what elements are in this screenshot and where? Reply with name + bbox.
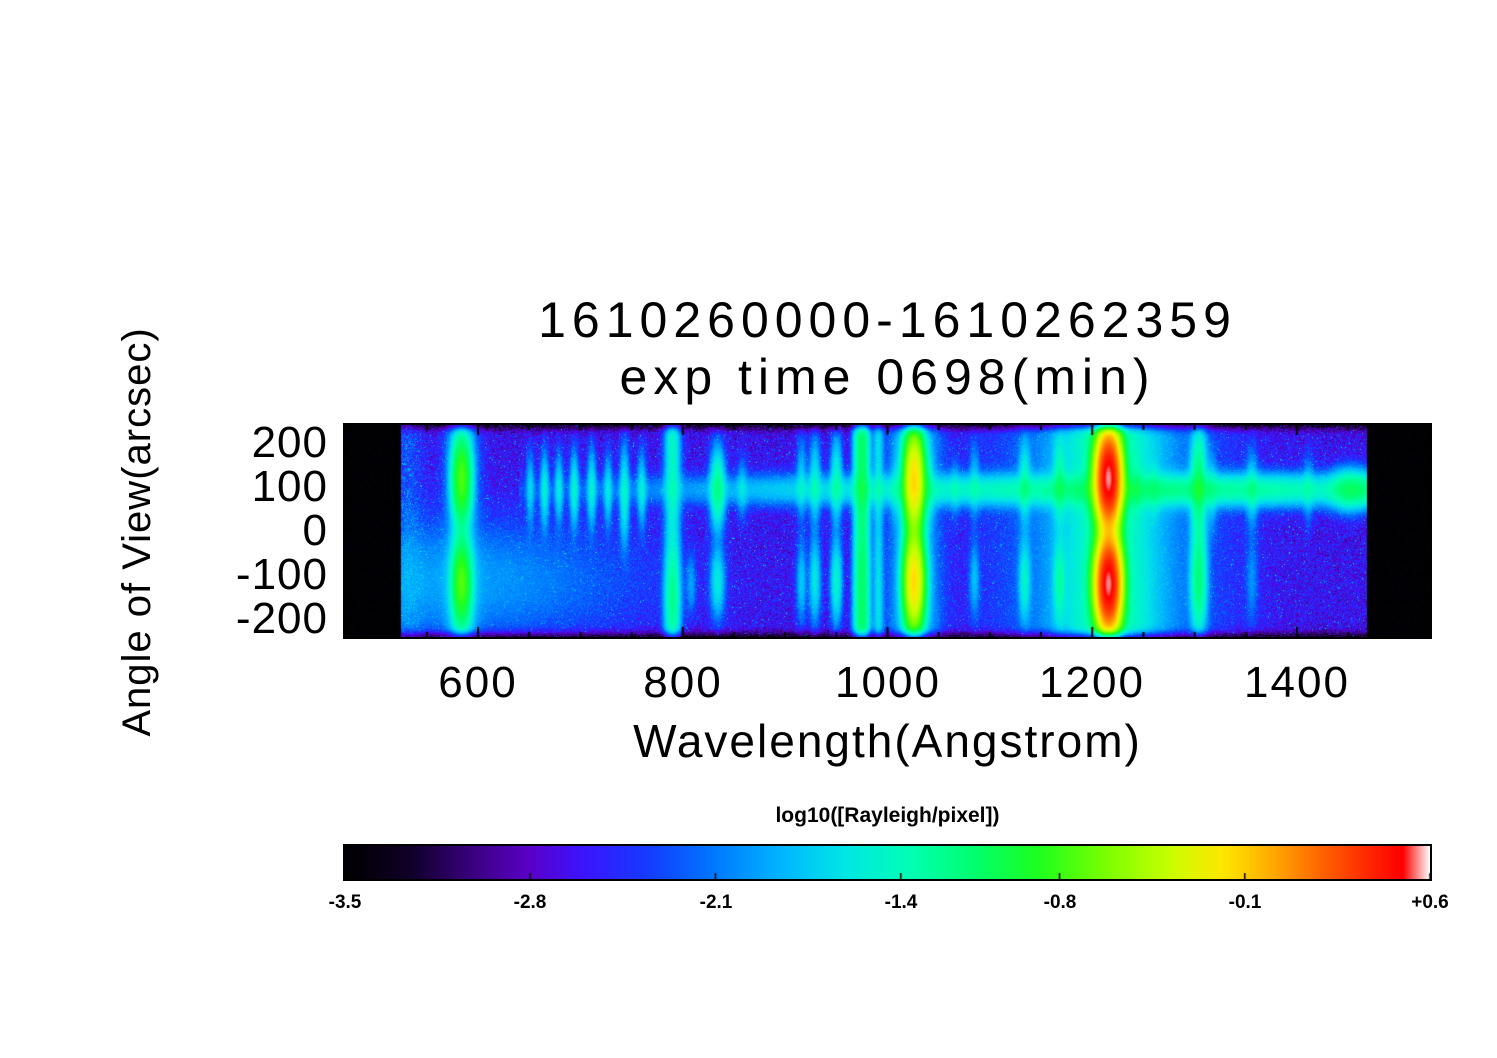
x-tick-label-1200: 1200	[1039, 658, 1145, 707]
plot-title-line1: 1610260000-1610262359	[538, 292, 1237, 348]
spectrogram-canvas	[343, 423, 1432, 639]
plot-title-line2: exp time 0698(min)	[619, 349, 1156, 405]
y-tick-label-200: 200	[251, 418, 328, 467]
y-tick-label-m100: -100	[235, 550, 328, 599]
y-tick-label-100: 100	[251, 462, 328, 511]
colorbar-title: log10([Rayleigh/pixel])	[775, 804, 1000, 827]
colorbar-tick-m0p8: -0.8	[1043, 892, 1077, 913]
x-axis-title: Wavelength(Angstrom)	[633, 715, 1142, 767]
x-tick-label-1400: 1400	[1244, 658, 1350, 707]
colorbar-tick-m2p8: -2.8	[513, 892, 547, 913]
x-tick-label-1000: 1000	[835, 658, 941, 707]
x-tick-label-600: 600	[438, 658, 518, 707]
colorbar-tick-m2p1: -2.1	[699, 892, 733, 913]
colorbar-canvas	[343, 844, 1432, 881]
colorbar-tick-m1p4: -1.4	[884, 892, 918, 913]
x-tick-label-800: 800	[643, 658, 723, 707]
y-tick-label-m200: -200	[235, 594, 328, 643]
colorbar-tick-m3p5: -3.5	[328, 892, 362, 913]
colorbar-tick-p0p6: +0.6	[1411, 892, 1449, 913]
y-tick-label-0: 0	[302, 506, 328, 555]
colorbar-tick-m0p1: -0.1	[1228, 892, 1262, 913]
